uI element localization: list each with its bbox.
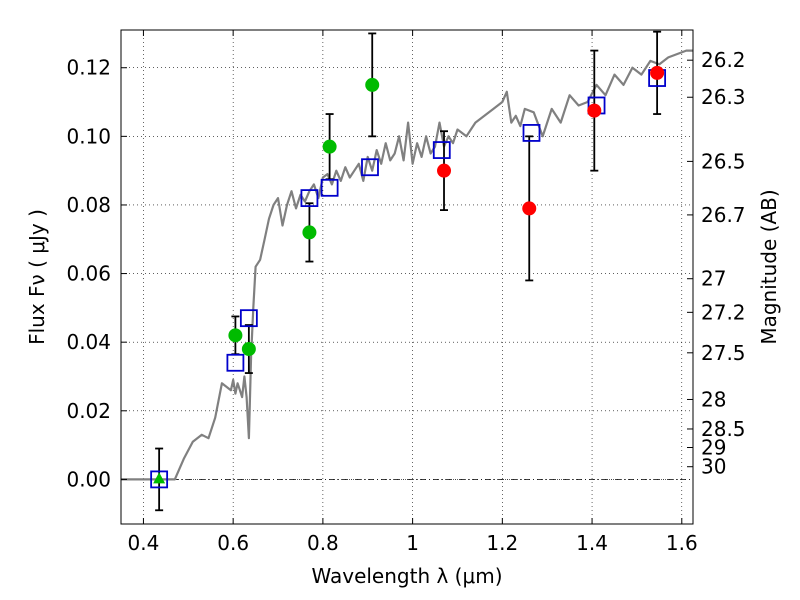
- x-tick-label: 0.4: [128, 531, 160, 555]
- magnitude-tick-label: 27: [701, 267, 726, 291]
- magnitude-tick-label: 28: [701, 387, 726, 411]
- model-square-point: [239, 309, 258, 328]
- green-data-point: [241, 342, 256, 357]
- model-spectrum: [121, 49, 693, 481]
- y-tick-label: 0.06: [66, 262, 111, 286]
- x-tick-label: 1.6: [666, 531, 698, 555]
- y-tick-label: 0.02: [66, 399, 111, 423]
- right-axis-label: Magnitude (AB): [757, 189, 781, 344]
- magnitude-tick-label: 26.5: [701, 149, 746, 173]
- y-tick-label: 0.12: [66, 56, 111, 80]
- x-tick-label: 0.8: [307, 531, 339, 555]
- y-tick-label: 0.04: [66, 330, 111, 354]
- model-square-point: [150, 470, 169, 489]
- model-square-point: [300, 189, 319, 207]
- magnitude-tick-label: 26.2: [701, 48, 746, 72]
- x-axis-label: Wavelength λ (μm): [311, 564, 502, 588]
- green-data-point: [302, 225, 317, 240]
- model-square-point: [320, 178, 339, 197]
- x-tick-label: 1: [406, 531, 419, 555]
- y-tick-label: 0.10: [66, 124, 111, 148]
- green-data-point: [322, 139, 337, 154]
- plot-frame: [120, 29, 694, 525]
- model-square-point: [522, 124, 541, 142]
- model-square-point: [226, 353, 245, 372]
- x-tick-label: 1.4: [576, 531, 608, 555]
- model-square-point: [361, 158, 379, 177]
- magnitude-tick-label: 30: [701, 455, 726, 479]
- magnitude-tick-label: 26.3: [701, 85, 746, 109]
- green-data-point: [228, 328, 243, 343]
- x-tick-label: 0.6: [217, 531, 249, 555]
- green-data-point: [365, 77, 380, 92]
- magnitude-tick-label: 29: [701, 435, 726, 459]
- upper-limit-triangle: [153, 472, 166, 484]
- magnitude-tick-label: 27.2: [701, 300, 746, 324]
- x-tick-label: 1.2: [486, 531, 518, 555]
- y-tick-label: 0.00: [66, 467, 111, 491]
- red-data-point: [437, 163, 452, 178]
- y-axis-label: Flux Fν ( μJy ): [25, 209, 49, 345]
- magnitude-tick-label: 27.5: [701, 341, 746, 365]
- grid-lines: [121, 30, 693, 524]
- data-markers: [150, 65, 667, 489]
- y-tick-label: 0.08: [66, 193, 111, 217]
- axis-ticks: 0.4 0.6 0.8 1 1.2 1.4 1.6 0.00 0.02 0.04 0.06 0.08 0…: [66, 30, 746, 555]
- red-data-point: [650, 65, 665, 80]
- red-data-point: [587, 103, 602, 118]
- spectrum-line: [121, 49, 693, 481]
- model-square-point: [432, 141, 451, 159]
- magnitude-tick-label: 28.5: [701, 417, 746, 441]
- magnitude-tick-label: 26.7: [701, 203, 746, 227]
- red-data-point: [522, 201, 537, 216]
